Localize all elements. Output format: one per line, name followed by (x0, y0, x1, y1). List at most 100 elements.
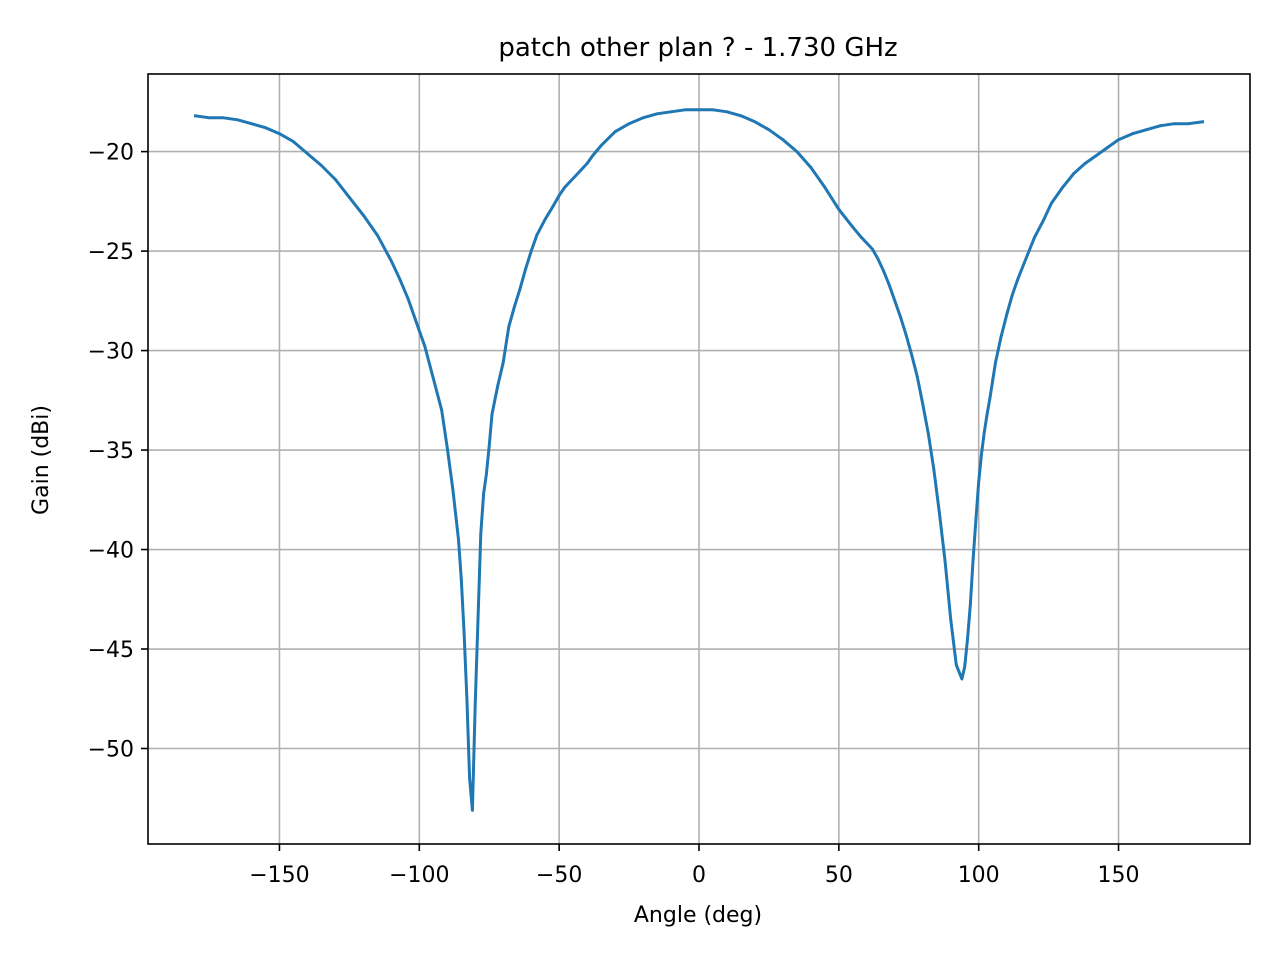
data-point (513, 305, 516, 309)
x-tick-label: −150 (249, 863, 309, 888)
data-point (459, 578, 463, 581)
data-point (949, 617, 953, 621)
data-point (552, 203, 555, 207)
data-point (1159, 124, 1162, 128)
data-point (334, 178, 337, 181)
data-point (960, 677, 964, 681)
data-point (574, 174, 578, 177)
data-point (613, 130, 617, 134)
data-point (507, 325, 511, 329)
data-point (306, 152, 309, 156)
data-point (753, 120, 757, 124)
data-point (1033, 235, 1036, 239)
data-point (1083, 162, 1087, 165)
data-point (865, 241, 869, 245)
axis-ticks: −150 −100 −50 0 50 100 150 −50 −45 −40 −35 −30 −25 −2… (88, 141, 1140, 888)
data-point (627, 122, 631, 126)
data-point (543, 217, 547, 221)
data-point (985, 412, 989, 416)
data-point (921, 402, 925, 406)
data-point (490, 412, 494, 416)
data-point (977, 480, 981, 484)
data-point (423, 345, 427, 348)
data-point (406, 297, 410, 301)
y-tick-label: −35 (88, 439, 134, 464)
data-point (580, 168, 583, 171)
data-point (292, 140, 295, 144)
data-point (524, 267, 527, 271)
data-point (809, 166, 813, 169)
data-point (887, 283, 891, 287)
data-point (739, 114, 743, 118)
data-point (250, 122, 253, 126)
data-point (1106, 146, 1109, 150)
x-tick-label: 150 (1098, 863, 1140, 888)
data-point (899, 315, 902, 319)
data-point (882, 269, 885, 273)
data-point (910, 353, 913, 356)
y-tick-label: −25 (88, 240, 134, 265)
data-point (348, 196, 351, 199)
data-point (485, 472, 488, 476)
data-point (1061, 186, 1064, 189)
data-point (529, 249, 533, 253)
x-axis-label: Angle (deg) (634, 903, 762, 928)
data-point (971, 558, 975, 561)
chart-title: patch other plan ? - 1.730 GHz (498, 33, 897, 63)
data-point (398, 277, 402, 281)
data-point (1041, 219, 1045, 223)
data-point (476, 617, 480, 621)
data-point (1131, 132, 1134, 136)
data-point (479, 532, 483, 535)
data-point (871, 247, 874, 251)
data-point (904, 333, 908, 336)
data-point (591, 154, 595, 158)
y-tick-label: −40 (88, 539, 134, 564)
data-point (1173, 122, 1176, 126)
data-point (440, 408, 444, 412)
data-point (278, 132, 281, 136)
data-point (473, 703, 477, 707)
data-point (1005, 313, 1009, 317)
data-point (462, 631, 466, 635)
data-point (557, 194, 561, 197)
data-point (999, 335, 1003, 338)
data-point (487, 444, 491, 448)
data-point (451, 488, 455, 492)
data-point (837, 207, 841, 211)
data-point (1016, 277, 1020, 281)
x-tick-label: −100 (389, 863, 449, 888)
x-tick-label: 100 (958, 863, 1000, 888)
data-point (320, 164, 323, 167)
x-tick-label: 50 (825, 863, 853, 888)
data-point (974, 518, 978, 522)
gain-series-line (193, 108, 1205, 812)
data-point (988, 396, 992, 400)
data-point (389, 259, 393, 263)
data-point (859, 235, 863, 239)
data-point (915, 375, 919, 378)
data-point (376, 233, 379, 237)
data-point (938, 512, 941, 516)
data-point (994, 361, 997, 364)
data-point (518, 287, 522, 291)
data-point (194, 114, 197, 118)
data-point (982, 430, 986, 434)
data-point (264, 126, 267, 130)
data-point (501, 361, 505, 364)
data-point (468, 776, 471, 780)
data-point (236, 118, 239, 122)
data-point (1010, 293, 1014, 297)
data-point (362, 213, 365, 217)
data-point (1072, 172, 1076, 175)
x-tick-label: 0 (692, 863, 706, 888)
y-axis-label: Gain (dBi) (29, 405, 54, 515)
data-point (893, 299, 897, 303)
data-point (445, 446, 449, 450)
data-point (781, 138, 785, 142)
data-point (851, 225, 855, 229)
data-point (683, 108, 687, 112)
data-point (1145, 128, 1148, 132)
